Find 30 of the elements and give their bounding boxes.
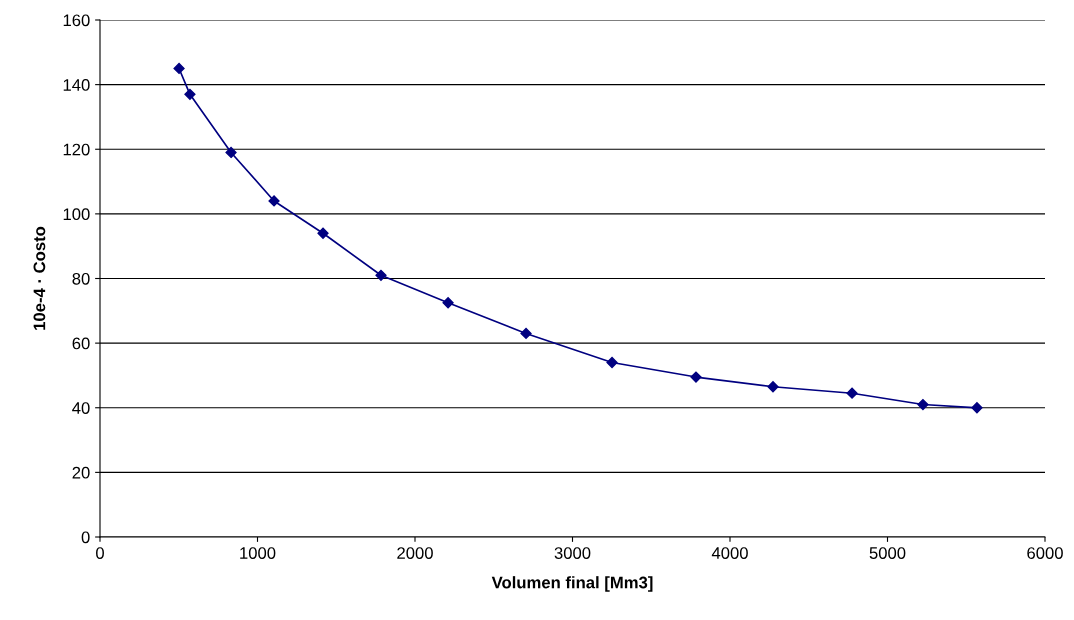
y-tick-label: 80 <box>72 272 90 285</box>
point <box>184 88 196 100</box>
y-tick-label: 100 <box>63 208 90 221</box>
x-tick-label: 5000 <box>869 547 906 559</box>
y-tick-label: 120 <box>63 143 90 156</box>
point <box>846 387 858 399</box>
y-tick-label: 20 <box>72 466 90 479</box>
y-tick-label: 140 <box>63 79 90 91</box>
x-tick-label: 4000 <box>711 547 748 559</box>
y-tick-label: 160 <box>63 14 90 27</box>
point <box>375 269 387 281</box>
point <box>317 227 329 239</box>
point <box>173 62 185 75</box>
point <box>225 146 237 159</box>
point <box>606 356 618 369</box>
y-tick-label: 0 <box>81 531 90 544</box>
x-tick-label: 6000 <box>1027 547 1063 559</box>
y-tick-label: 60 <box>72 337 90 350</box>
point <box>520 327 532 340</box>
point <box>767 381 779 393</box>
point <box>917 398 929 411</box>
x-tick-label: 2000 <box>397 547 433 559</box>
point <box>971 402 983 414</box>
x-axis-title: Volumen final [Mm3] <box>491 576 653 592</box>
x-tick-label: 3000 <box>554 547 591 559</box>
y-tick-label: 40 <box>72 402 90 414</box>
y-axis-title: 10e-4 · Costo <box>33 226 46 330</box>
point <box>442 297 454 309</box>
x-tick-label: 0 <box>96 547 104 559</box>
x-tick-label: 1000 <box>240 547 276 559</box>
